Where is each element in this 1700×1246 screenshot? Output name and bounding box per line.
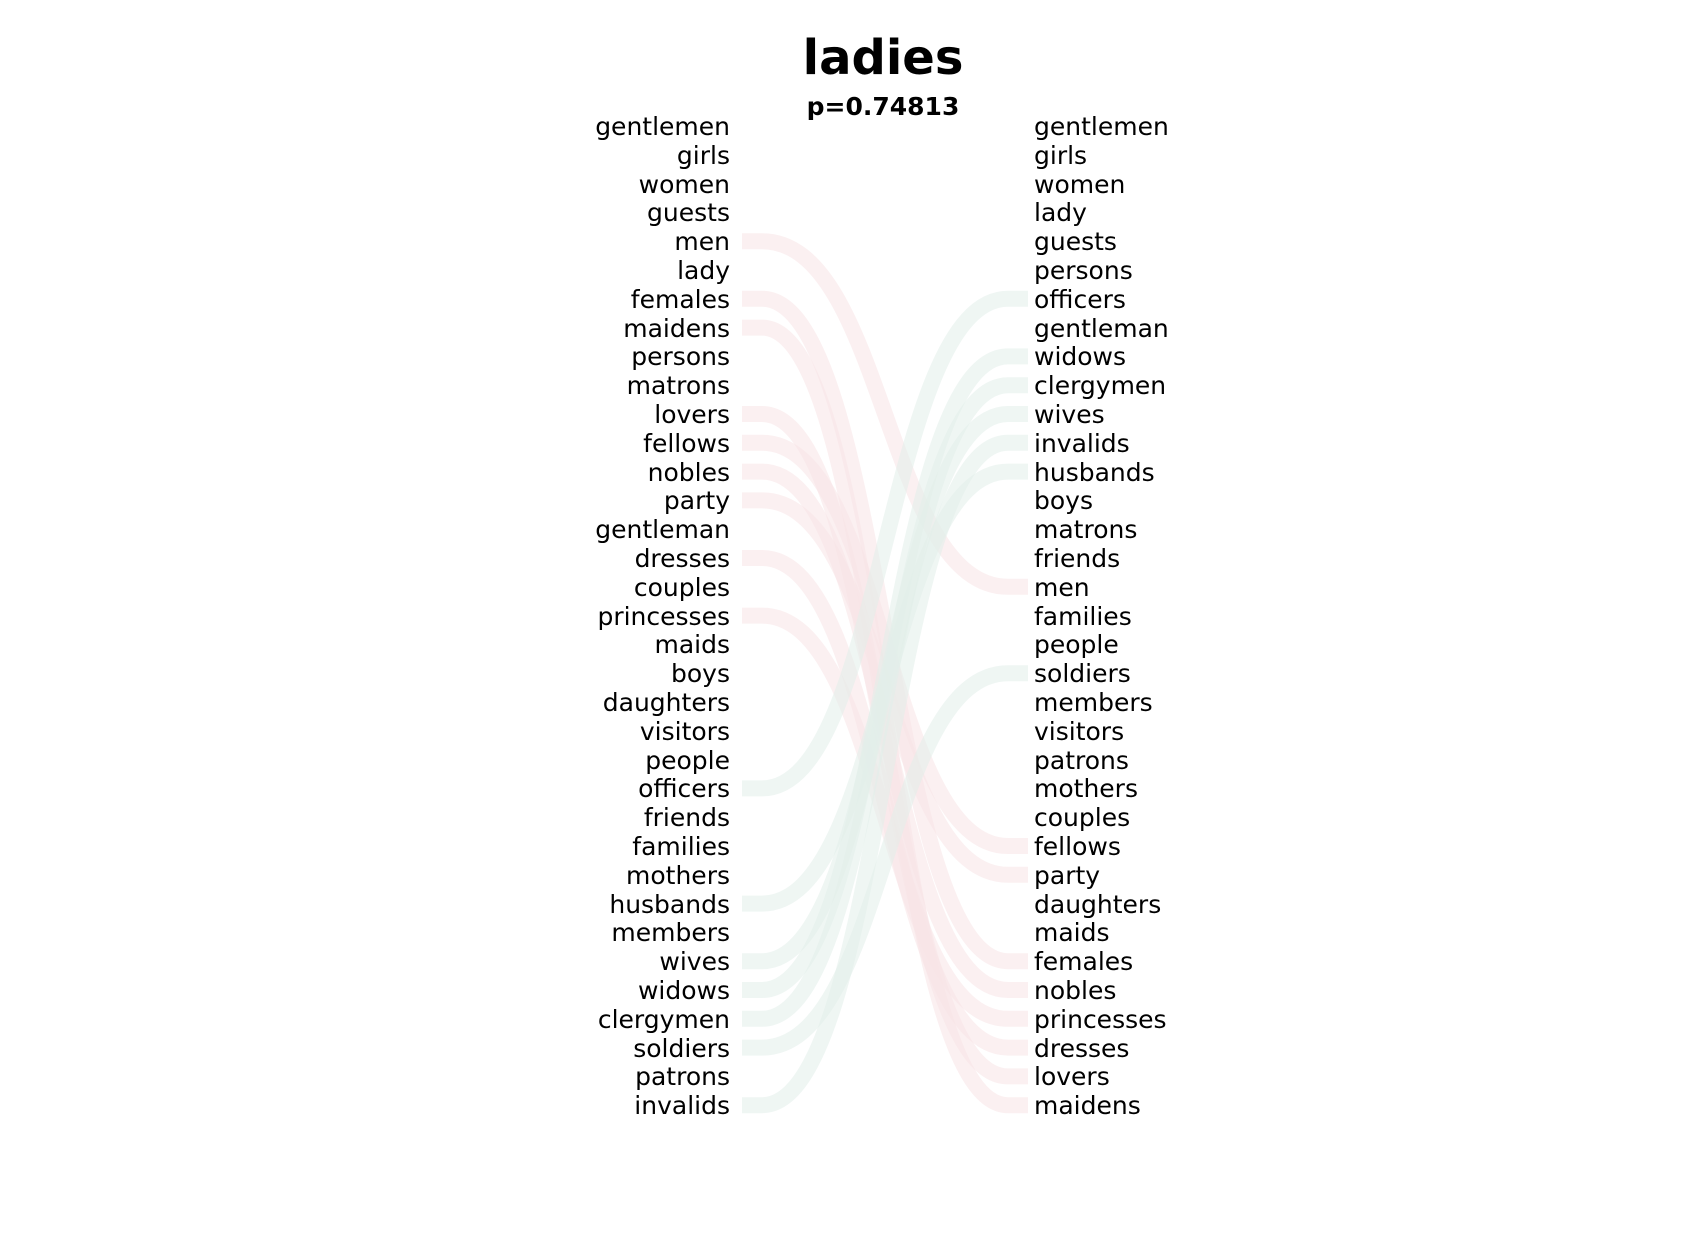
left-rank-word: party	[663, 486, 730, 516]
left-rank-word: friends	[643, 803, 730, 833]
left-rank-word: families	[632, 832, 730, 861]
left-rank-word: lovers	[654, 400, 730, 429]
right-rank-word: dresses	[1034, 1033, 1130, 1063]
left-rank-word: clergymen	[597, 1004, 730, 1034]
right-rank-word: fellows	[1034, 832, 1121, 861]
right-rank-word: visitors	[1034, 716, 1125, 746]
p-value-subtitle: p=0.74813	[806, 92, 960, 121]
right-rank-word: patrons	[1034, 745, 1129, 775]
right-rank-word: nobles	[1034, 976, 1117, 1005]
right-rank-word: females	[1034, 947, 1134, 977]
left-rank-word: people	[645, 745, 730, 775]
left-rank-word: persons	[631, 342, 730, 372]
left-rank-word: dresses	[634, 544, 730, 573]
right-rank-word: matrons	[1034, 515, 1138, 545]
left-rank-word: men	[674, 227, 730, 257]
right-rank-word: boys	[1034, 486, 1093, 516]
right-rank-word: wives	[1034, 400, 1105, 429]
right-rank-word: widows	[1034, 342, 1127, 372]
right-rank-word: members	[1034, 688, 1153, 717]
rank-band-officers	[742, 290, 1028, 797]
left-rank-word: patrons	[635, 1062, 730, 1092]
left-rank-word: guests	[647, 198, 730, 228]
right-rank-word: men	[1034, 572, 1090, 602]
right-rank-word: mothers	[1034, 774, 1138, 804]
left-rank-word: princesses	[597, 601, 730, 631]
chart-title: ladies	[802, 30, 964, 86]
right-rank-word: party	[1034, 860, 1101, 890]
left-rank-word: females	[630, 284, 730, 314]
right-rank-word: friends	[1034, 544, 1121, 573]
left-rank-word: officers	[638, 774, 730, 804]
right-rank-word: invalids	[1034, 428, 1130, 458]
rank-band-men	[742, 233, 1028, 595]
left-rank-word: gentlemen	[595, 112, 730, 141]
left-rank-word: lady	[677, 256, 730, 285]
left-rank-word: matrons	[626, 371, 730, 401]
left-rank-word: gentleman	[595, 515, 730, 545]
left-rank-word: visitors	[639, 716, 730, 746]
left-rank-word: fellows	[643, 428, 730, 458]
left-rank-word: wives	[659, 947, 730, 977]
right-rank-word: lady	[1034, 198, 1087, 228]
left-rank-word: boys	[671, 659, 730, 689]
left-rank-word: maids	[654, 630, 730, 660]
rank-band-clergymen	[742, 377, 1028, 1027]
right-rank-word: people	[1034, 630, 1119, 660]
right-rank-word: clergymen	[1034, 371, 1167, 401]
right-rank-word: persons	[1034, 256, 1133, 285]
right-rank-word: soldiers	[1034, 659, 1131, 689]
right-rank-word: families	[1034, 601, 1132, 631]
left-rank-word: girls	[676, 140, 730, 170]
left-rank-word: mothers	[626, 860, 730, 890]
left-rank-word: couples	[633, 572, 730, 602]
left-rank-word: invalids	[634, 1091, 730, 1121]
left-rank-word: maidens	[623, 313, 730, 343]
right-rank-word: women	[1034, 169, 1126, 199]
right-rank-word: lovers	[1034, 1062, 1110, 1092]
right-rank-word: maids	[1034, 918, 1110, 948]
left-rank-word: daughters	[602, 688, 730, 717]
rank-band-soldiers	[742, 665, 1028, 1056]
left-rank-word: widows	[637, 976, 730, 1005]
left-rank-word: husbands	[609, 889, 730, 919]
right-rank-word: couples	[1034, 803, 1131, 833]
right-rank-word: maidens	[1034, 1091, 1141, 1121]
right-rank-word: daughters	[1034, 889, 1162, 919]
right-rank-word: gentlemen	[1034, 112, 1169, 141]
left-rank-word: members	[611, 918, 730, 948]
right-rank-word: officers	[1034, 284, 1126, 314]
left-rank-word: soldiers	[633, 1033, 730, 1063]
right-rank-word: girls	[1034, 140, 1088, 170]
rank-band-invalids	[742, 434, 1028, 1114]
right-rank-word: guests	[1034, 227, 1117, 257]
left-rank-word: nobles	[647, 457, 730, 487]
right-rank-word: princesses	[1034, 1004, 1167, 1034]
left-rank-word: women	[638, 169, 730, 199]
right-rank-word: gentleman	[1034, 313, 1169, 343]
right-rank-word: husbands	[1034, 457, 1155, 487]
